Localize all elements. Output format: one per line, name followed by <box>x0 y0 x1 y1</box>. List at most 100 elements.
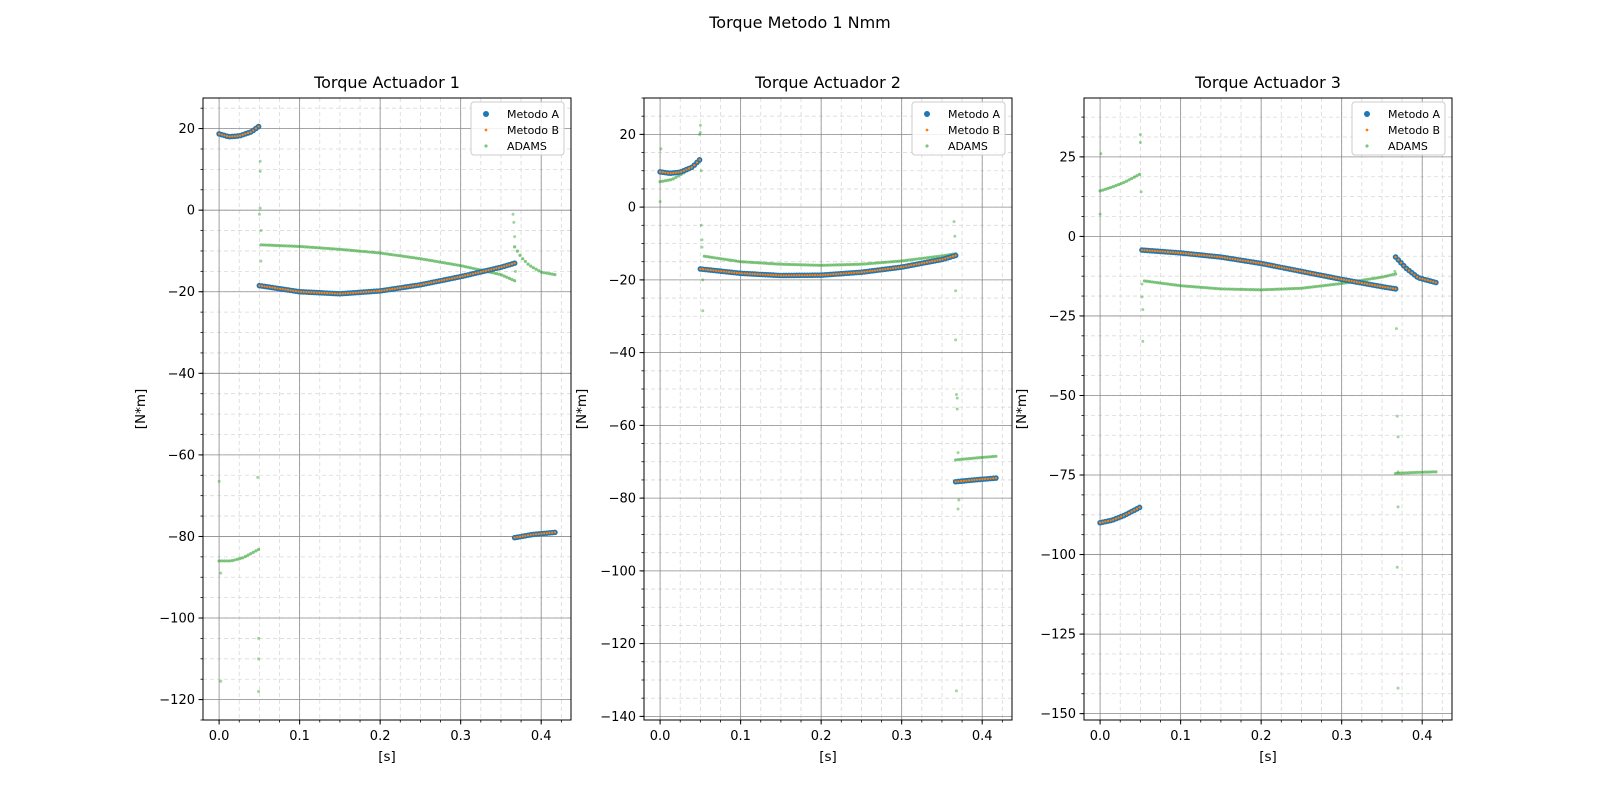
data-point <box>329 247 333 251</box>
data-point <box>362 249 367 254</box>
outlier-point <box>1394 327 1398 331</box>
data-point <box>254 549 258 553</box>
data-point <box>674 171 678 174</box>
data-point <box>766 273 770 277</box>
data-point <box>1252 261 1255 264</box>
data-point <box>863 270 866 274</box>
data-point <box>792 274 796 277</box>
y-tick-label: −120 <box>159 693 195 708</box>
data-point <box>456 276 459 279</box>
data-point <box>1112 518 1115 521</box>
data-point <box>1210 286 1214 290</box>
data-point <box>1298 269 1302 273</box>
data-point <box>326 246 330 251</box>
subplot-2: 0.0 0.1 0.2 0.3 0.4 20 0 −20 −40 −60 −80 −100 −120 −1… <box>574 73 1013 765</box>
data-point <box>261 243 266 247</box>
data-point <box>510 262 514 266</box>
data-point <box>383 289 386 292</box>
data-point <box>925 256 929 260</box>
axes-frame <box>1083 97 1453 721</box>
data-point <box>344 292 347 295</box>
data-point <box>513 279 517 283</box>
data-point <box>312 291 316 294</box>
series-adams <box>217 159 557 693</box>
data-point <box>1267 263 1271 267</box>
data-point <box>1163 282 1167 286</box>
data-point <box>1290 268 1294 271</box>
outlier-point <box>1138 141 1142 145</box>
data-point <box>1153 249 1157 253</box>
data-point <box>1166 250 1170 254</box>
data-point <box>341 292 344 295</box>
data-point <box>894 266 897 270</box>
legend: Metodo A Metodo B ADAMS <box>1351 101 1446 156</box>
data-point <box>260 284 264 288</box>
data-point <box>759 261 763 265</box>
series-adams <box>658 123 998 693</box>
data-point <box>1238 287 1242 291</box>
data-point <box>980 455 985 460</box>
outlier-point <box>513 269 517 273</box>
data-point <box>1384 286 1387 289</box>
data-point <box>682 169 685 172</box>
data-point <box>1208 254 1211 258</box>
outlier-point <box>699 169 703 173</box>
data-point <box>783 262 787 266</box>
data-point <box>769 273 772 277</box>
outlier-point <box>1138 133 1142 137</box>
data-point <box>1098 521 1102 524</box>
data-point <box>981 478 984 481</box>
data-point <box>553 531 557 534</box>
data-point <box>994 454 998 458</box>
data-point <box>1124 179 1129 183</box>
outlier-point <box>700 245 704 249</box>
data-point <box>837 263 841 267</box>
data-point <box>917 262 921 266</box>
data-point <box>699 267 702 271</box>
data-point <box>339 247 343 252</box>
data-point <box>735 271 739 275</box>
data-point <box>1106 519 1110 523</box>
data-point <box>749 260 753 264</box>
data-point <box>1296 269 1299 272</box>
data-point <box>534 267 538 271</box>
x-tick-label: 0.0 <box>1090 729 1111 744</box>
data-point <box>346 292 350 295</box>
data-point <box>398 286 402 290</box>
data-point <box>1277 287 1281 291</box>
data-point <box>254 127 258 130</box>
data-point <box>252 129 255 132</box>
data-point <box>225 559 229 563</box>
data-point <box>1132 175 1136 179</box>
data-point <box>368 250 372 254</box>
outlier-point <box>1139 190 1143 194</box>
data-point <box>542 271 546 275</box>
data-point <box>331 292 334 295</box>
data-point <box>251 550 255 554</box>
data-point <box>954 480 957 483</box>
data-point <box>243 554 248 559</box>
data-point <box>1101 520 1104 524</box>
data-point <box>1231 257 1234 261</box>
data-point <box>258 284 261 287</box>
data-point <box>796 263 800 267</box>
data-point <box>1116 182 1121 187</box>
data-point <box>318 246 323 250</box>
data-point <box>1283 266 1286 270</box>
data-point <box>532 533 535 536</box>
outlier-point <box>257 689 261 693</box>
subplot-title: Torque Actuador 1 <box>313 73 460 92</box>
data-point <box>753 272 757 276</box>
data-point <box>396 253 400 258</box>
data-point <box>1311 272 1315 275</box>
data-point <box>1399 261 1403 264</box>
data-point <box>453 263 457 267</box>
data-point <box>1412 470 1417 475</box>
data-point <box>944 257 947 260</box>
data-point <box>1207 286 1211 290</box>
data-point <box>757 261 761 265</box>
data-point <box>1187 252 1190 255</box>
data-point <box>492 267 495 271</box>
data-point <box>884 268 887 271</box>
data-point <box>325 291 329 295</box>
